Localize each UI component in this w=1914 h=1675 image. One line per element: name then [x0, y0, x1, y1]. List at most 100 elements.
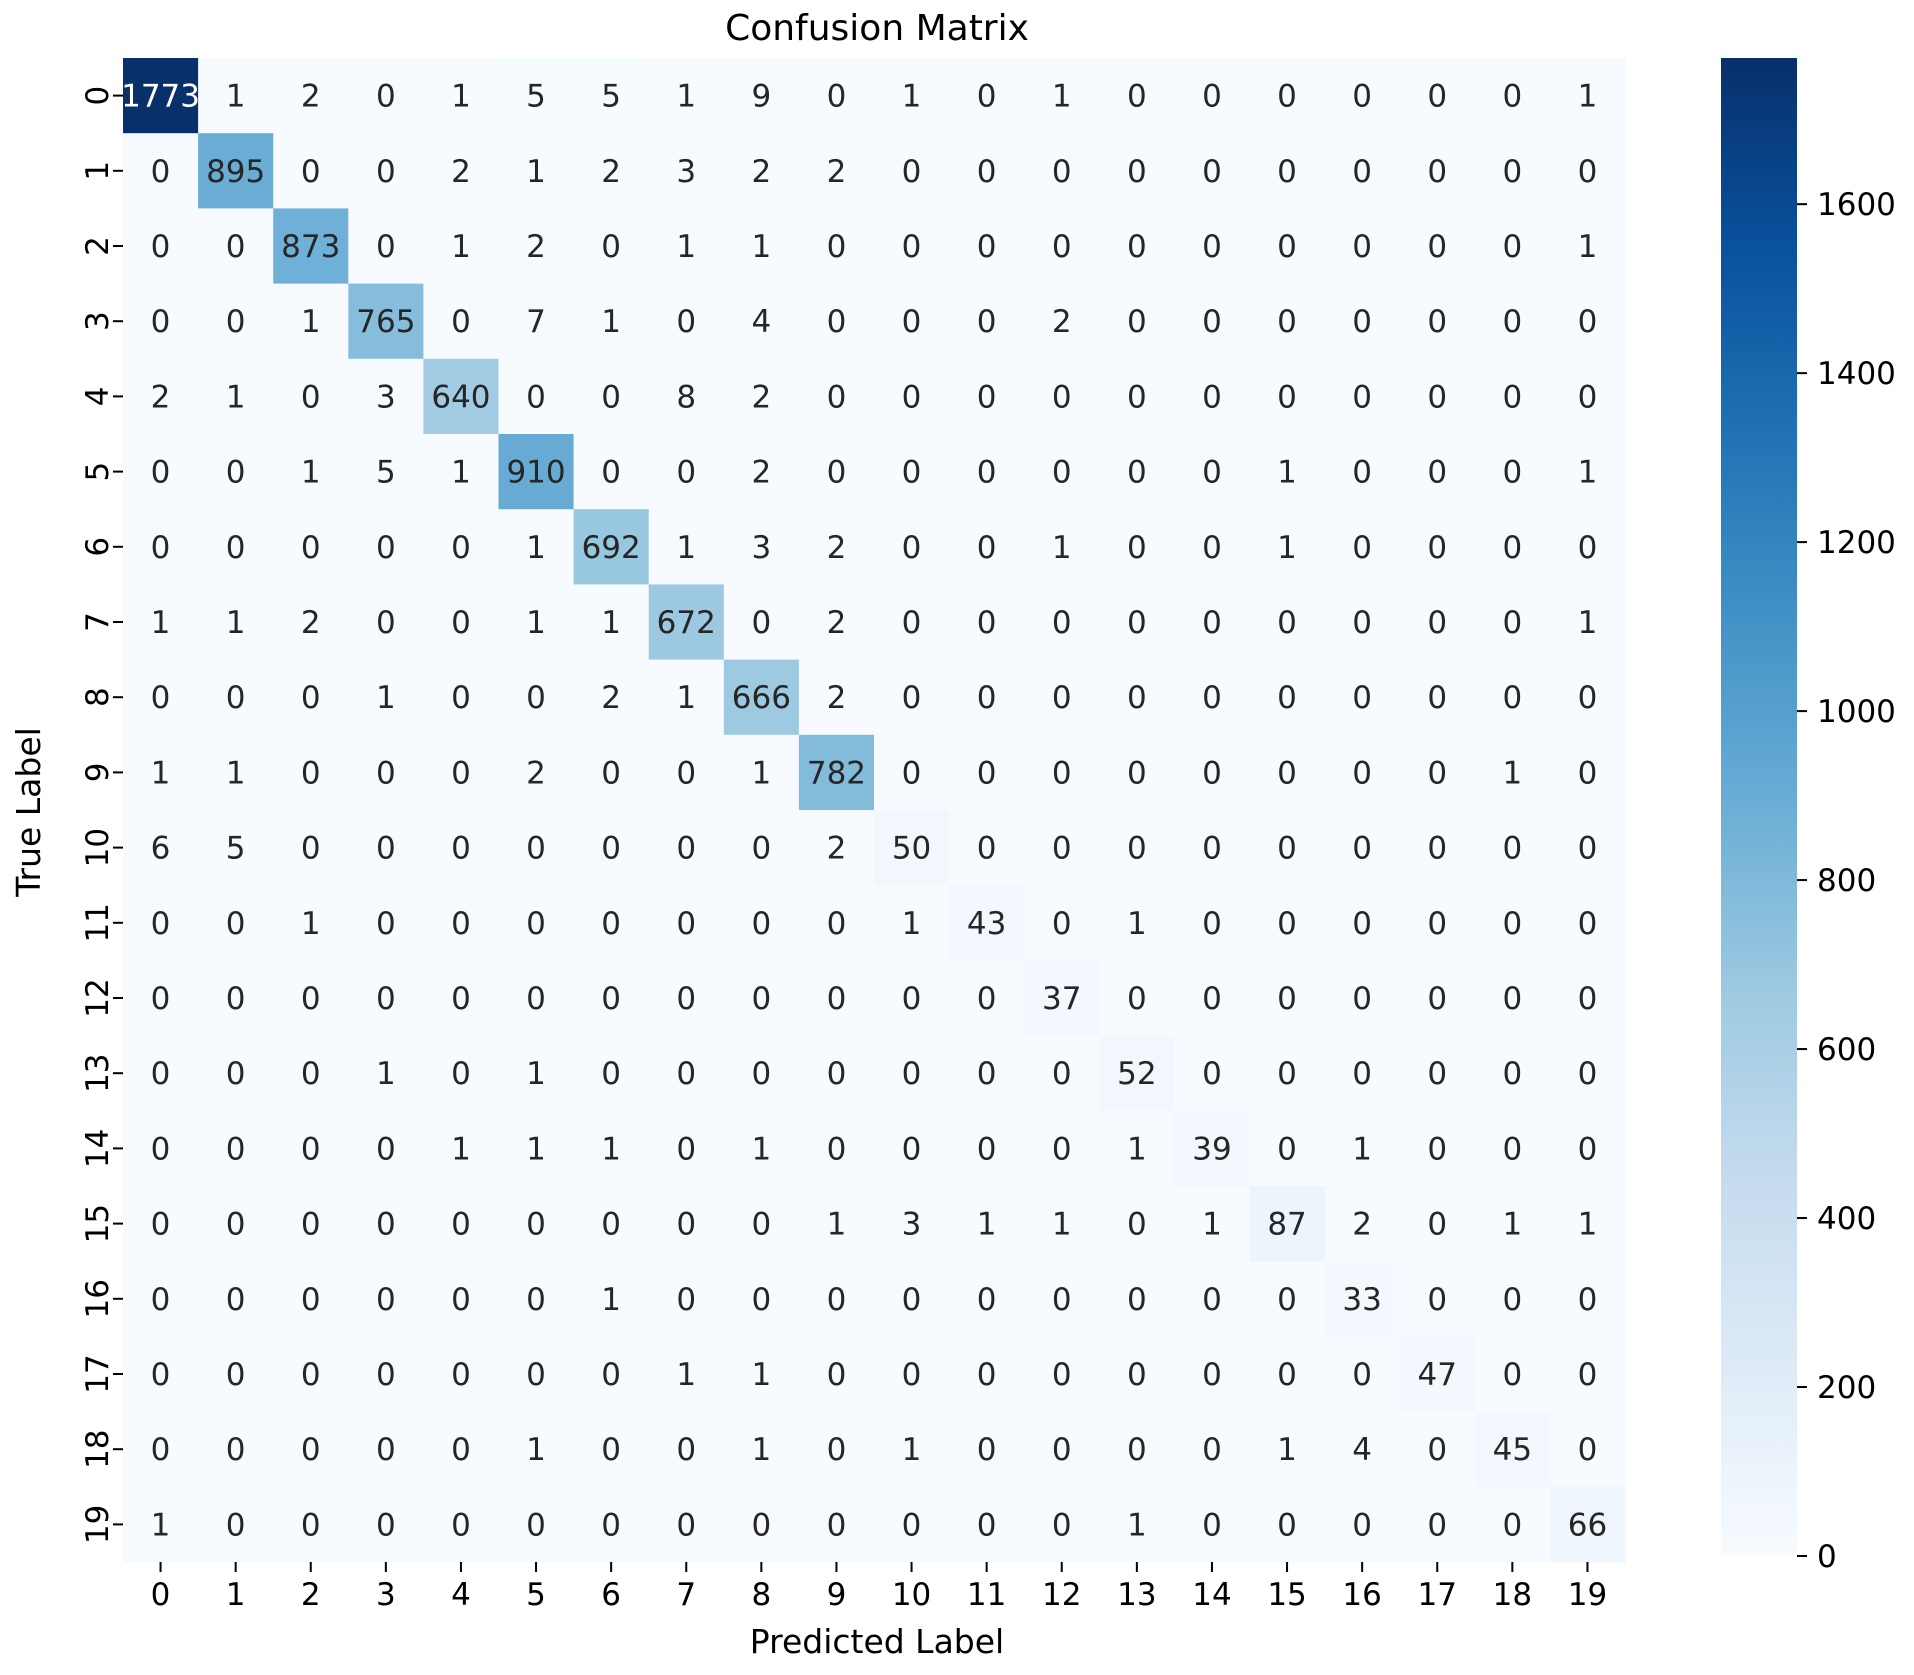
cell-value-label: 1 — [526, 1432, 546, 1468]
heatmap-cell — [123, 584, 199, 661]
cell-value-label: 1 — [827, 1207, 847, 1243]
heatmap-cell — [198, 1261, 274, 1337]
cell-value-label: 0 — [151, 906, 171, 942]
heatmap-cell — [648, 434, 725, 510]
cell-value-label: 0 — [1202, 605, 1222, 641]
heatmap-cell — [1549, 1486, 1626, 1563]
heatmap-cell — [198, 1110, 274, 1187]
heatmap-cell — [1324, 734, 1401, 811]
colorbar-tick-label: 1600 — [1817, 187, 1896, 223]
cell-value-label: 0 — [451, 530, 471, 566]
cell-value-label: 2 — [451, 154, 471, 190]
heatmap-cell — [423, 1110, 500, 1187]
x-tick-label: 17 — [1418, 1577, 1457, 1613]
cell-value-label: 0 — [902, 1056, 922, 1092]
heatmap-cell — [1474, 208, 1551, 285]
heatmap-cell — [1549, 509, 1626, 585]
cell-value-label: 0 — [451, 1056, 471, 1092]
x-axis-label: Predicted Label — [750, 1622, 1004, 1661]
heatmap-cell — [198, 885, 274, 961]
heatmap-cell — [123, 1035, 199, 1112]
heatmap-cell — [798, 1411, 875, 1488]
heatmap-cell — [573, 885, 650, 961]
cell-value-label: 0 — [1127, 1432, 1147, 1468]
heatmap-cell — [1399, 810, 1476, 886]
cell-value-label: 1 — [526, 1131, 546, 1167]
heatmap-cell — [1324, 1261, 1401, 1337]
heatmap-cell — [348, 885, 424, 961]
cell-value-label: 0 — [977, 605, 997, 641]
cell-value-label: 1 — [526, 1056, 546, 1092]
cell-value-label: 0 — [1277, 1507, 1297, 1543]
x-tick-label: 7 — [676, 1577, 696, 1613]
cell-value-label: 39 — [1192, 1131, 1231, 1167]
cell-value-label: 0 — [1352, 79, 1372, 115]
cell-value-label: 0 — [526, 1357, 546, 1393]
cell-value-label: 0 — [1352, 1507, 1372, 1543]
heatmap-cell — [273, 58, 349, 134]
heatmap-cell — [949, 659, 1025, 736]
heatmap-cell — [498, 1411, 575, 1488]
cell-value-label: 0 — [1202, 379, 1222, 415]
colorbar-tick-label: 0 — [1817, 1539, 1837, 1575]
heatmap-cell — [798, 1261, 875, 1337]
cell-value-label: 1 — [601, 1282, 621, 1318]
chart-title: Confusion Matrix — [725, 8, 1029, 49]
heatmap-cell — [198, 434, 274, 510]
cell-value-label: 0 — [977, 154, 997, 190]
heatmap-cell — [498, 434, 575, 510]
heatmap-cell — [723, 283, 800, 360]
cell-value-label: 1773 — [121, 79, 200, 115]
heatmap-cell — [1474, 810, 1551, 886]
cell-value-label: 0 — [1127, 755, 1147, 791]
heatmap-cell — [1324, 434, 1401, 510]
heatmap-cells: 1773 1 2 0 1 5 5 1 9 0 1 0 1 0 0 0 0 0 0 1 0 895 0 0 2 1 2 3 2 2 0 0 0 0 0… — [121, 58, 1626, 1563]
cell-value-label: 0 — [151, 680, 171, 716]
cell-value-label: 1 — [301, 906, 321, 942]
heatmap-cell — [273, 509, 349, 585]
heatmap-cell — [498, 810, 575, 886]
cell-value-label: 0 — [1052, 1357, 1072, 1393]
heatmap-cell — [123, 1261, 199, 1337]
heatmap-cell — [423, 584, 500, 661]
heatmap-cell — [874, 1035, 950, 1112]
heatmap-cell — [1474, 434, 1551, 510]
heatmap-cell — [1324, 208, 1401, 285]
cell-value-label: 1 — [676, 229, 696, 265]
colorbar-tick-label: 1000 — [1817, 694, 1896, 730]
heatmap-cell — [1399, 885, 1476, 961]
cell-value-label: 0 — [1052, 1507, 1072, 1543]
heatmap-cell — [1549, 584, 1626, 661]
cell-value-label: 0 — [526, 981, 546, 1017]
y-tick-label: 17 — [80, 1354, 116, 1393]
heatmap-cell — [798, 1336, 875, 1413]
cell-value-label: 0 — [1578, 981, 1598, 1017]
cell-value-label: 0 — [1578, 530, 1598, 566]
cell-value-label: 0 — [977, 1432, 997, 1468]
heatmap-cell — [123, 1486, 199, 1563]
cell-value-label: 692 — [582, 530, 641, 566]
heatmap-cell — [874, 58, 950, 134]
heatmap-cell — [423, 1336, 500, 1413]
cell-value-label: 52 — [1117, 1056, 1156, 1092]
cell-value-label: 0 — [301, 1432, 321, 1468]
heatmap-cell — [498, 584, 575, 661]
heatmap-cell — [648, 659, 725, 736]
y-axis-label: True Label — [9, 727, 48, 898]
cell-value-label: 0 — [1277, 680, 1297, 716]
heatmap-cell — [498, 358, 575, 435]
heatmap-cell — [198, 1486, 274, 1563]
y-tick-label: 4 — [80, 387, 116, 407]
cell-value-label: 0 — [676, 1282, 696, 1318]
heatmap-cell — [723, 509, 800, 585]
heatmap-cell — [1324, 358, 1401, 435]
heatmap-cell — [648, 283, 725, 360]
heatmap-cell — [1099, 509, 1175, 585]
cell-value-label: 0 — [526, 680, 546, 716]
cell-value-label: 5 — [601, 79, 621, 115]
cell-value-label: 0 — [902, 1131, 922, 1167]
cell-value-label: 5 — [526, 79, 546, 115]
cell-value-label: 0 — [301, 981, 321, 1017]
cell-value-label: 0 — [827, 79, 847, 115]
